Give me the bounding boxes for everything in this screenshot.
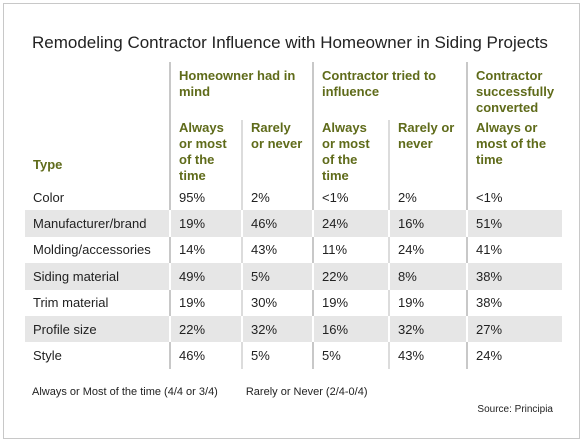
- row-label: Color: [33, 189, 65, 205]
- subheader: Rarely or never: [241, 120, 313, 184]
- cell: 51%: [465, 210, 563, 237]
- cell: 2%: [388, 184, 467, 211]
- group-header: Contractor tried to influence: [312, 62, 467, 120]
- cell: <1%: [465, 184, 563, 211]
- cell: 43%: [241, 236, 313, 264]
- subheader: Always or most of the time: [312, 120, 389, 184]
- cell: 22%: [169, 315, 242, 343]
- cell: 32%: [388, 315, 467, 343]
- cell: <1%: [312, 184, 389, 211]
- cell: 19%: [388, 289, 467, 316]
- subheader-row: Always or most of the time Rarely or neve…: [25, 120, 563, 184]
- subheader: Rarely or never: [388, 120, 467, 184]
- cell: 46%: [241, 210, 313, 237]
- cell: 46%: [169, 342, 242, 369]
- table-row: Profile size 22% 32% 16% 32% 27%: [25, 315, 563, 343]
- cell: 5%: [241, 263, 313, 290]
- cell: 32%: [241, 315, 313, 343]
- cell: 19%: [169, 289, 242, 316]
- row-label: Siding material: [25, 263, 170, 290]
- row-label: Manufacturer/brand: [25, 210, 170, 237]
- table-row: Siding material 49% 5% 22% 8% 38%: [25, 263, 563, 290]
- cell: 16%: [312, 315, 389, 343]
- table-row: Manufacturer/brand 19% 46% 24% 16% 51%: [25, 210, 563, 237]
- row-label: Molding/accessories: [33, 242, 151, 258]
- cell: 38%: [465, 289, 563, 316]
- row-label: Style: [33, 348, 62, 364]
- cell: 24%: [312, 210, 389, 237]
- cell: 38%: [465, 263, 563, 290]
- cell: 49%: [169, 263, 242, 290]
- cell: 95%: [169, 184, 242, 211]
- title: Remodeling Contractor Influence with Hom…: [32, 33, 548, 52]
- group-header: Contractor successfully converted: [465, 62, 563, 120]
- cell: 8%: [388, 263, 467, 290]
- table-row: Color 95% 2% <1% 2% <1%: [25, 184, 563, 211]
- source: Source: Principia: [477, 404, 553, 415]
- legend-item: Rarely or Never (2/4-0/4): [245, 386, 368, 398]
- cell: 41%: [465, 236, 563, 264]
- subheader: Always or most of the time: [169, 120, 242, 184]
- cell: 16%: [388, 210, 467, 237]
- table-row: Trim material 19% 30% 19% 19% 38%: [25, 289, 563, 316]
- group-header-row: Type Homeowner had in mind Contractor trie…: [25, 62, 563, 172]
- row-label: Trim material: [33, 295, 109, 311]
- subheader: Always or most of the time: [465, 120, 563, 184]
- legend-item: Always or Most of the time (4/4 or 3/4): [32, 386, 218, 398]
- cell: 5%: [241, 342, 313, 369]
- group-header: Homeowner had in mind: [169, 62, 313, 120]
- type-header: Type: [33, 157, 63, 172]
- cell: 24%: [465, 342, 563, 369]
- cell: 11%: [312, 236, 389, 264]
- cell: 2%: [241, 184, 313, 211]
- cell: 24%: [388, 236, 467, 264]
- cell: 43%: [388, 342, 467, 369]
- cell: 22%: [312, 263, 389, 290]
- cell: 19%: [169, 210, 242, 237]
- cell: 27%: [465, 315, 563, 343]
- cell: 14%: [169, 236, 242, 264]
- table: Type Homeowner had in mind Contractor trie…: [25, 62, 563, 369]
- cell: 19%: [312, 289, 389, 316]
- cell: 30%: [241, 289, 313, 316]
- cell: 5%: [312, 342, 389, 369]
- table-row: Style 46% 5% 5% 43% 24%: [25, 342, 563, 369]
- frame: [3, 3, 580, 439]
- row-label: Profile size: [25, 315, 170, 343]
- legend: Always or Most of the time (4/4 or 3/4) R…: [32, 386, 396, 398]
- table-row: Molding/accessories 14% 43% 11% 24% 41%: [25, 236, 563, 264]
